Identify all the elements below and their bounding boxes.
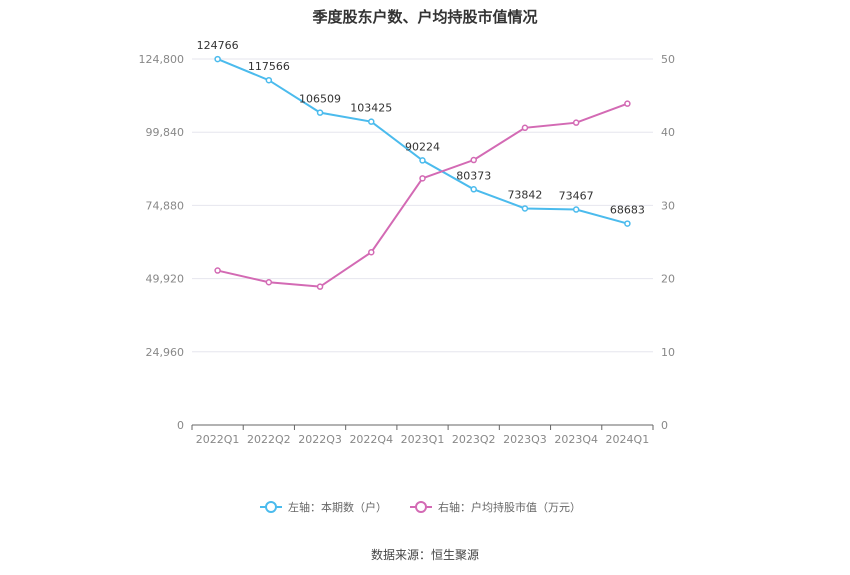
left-tick-label: 0 [177, 419, 184, 432]
data-label: 80373 [456, 169, 491, 182]
data-label: 90224 [405, 140, 440, 153]
legend-label: 右轴：户均持股市值（万元） [438, 500, 581, 514]
legend-swatch-marker [265, 501, 277, 513]
data-point [624, 100, 631, 107]
legend-label: 左轴：本期数（户） [288, 500, 387, 514]
x-tick-label: 2023Q3 [503, 433, 547, 446]
data-label: 103425 [350, 102, 392, 115]
x-tick-label: 2022Q1 [196, 433, 240, 446]
data-point [214, 55, 221, 63]
data-point [624, 220, 631, 227]
data-point [572, 206, 580, 213]
x-tick-label: 2022Q4 [349, 433, 393, 446]
data-point [214, 267, 221, 274]
data-point [470, 186, 477, 193]
chart-title: 季度股东户数、户均持股市值情况 [312, 8, 538, 26]
left-tick-label: 99,840 [146, 126, 185, 139]
x-tick-label: 2022Q3 [298, 433, 342, 446]
left-tick-label: 24,960 [146, 346, 185, 359]
right-tick-label: 0 [661, 419, 668, 432]
data-point [419, 175, 426, 182]
chart-svg: 0 24,960 49,920 74,880 99,840 124,800 0 10 20 30 4… [139, 39, 676, 514]
right-tick-label: 30 [661, 199, 675, 212]
x-tick-label: 2023Q4 [554, 433, 598, 446]
x-tick-label: 2023Q1 [401, 433, 445, 446]
data-point [521, 124, 529, 132]
left-tick-label: 74,880 [146, 199, 185, 212]
data-point [521, 205, 529, 212]
legend-swatch-marker [415, 501, 427, 513]
data-source: 数据来源：恒生聚源 [370, 548, 479, 562]
data-point [316, 283, 324, 290]
data-point [572, 119, 580, 126]
right-tick-label: 50 [661, 53, 675, 66]
data-point [316, 109, 324, 116]
left-tick-label: 49,920 [146, 273, 185, 286]
x-tick-label: 2024Q1 [606, 433, 650, 446]
right-tick-label: 40 [661, 126, 675, 139]
data-point [265, 279, 273, 286]
data-label: 106509 [299, 93, 341, 106]
data-point [419, 157, 426, 164]
data-label: 73842 [507, 188, 542, 201]
x-tick-label: 2023Q2 [452, 433, 496, 446]
data-point [368, 118, 375, 125]
data-label: 68683 [610, 204, 645, 217]
data-label: 117566 [248, 60, 290, 73]
data-point [470, 156, 477, 164]
left-tick-label: 124,800 [139, 53, 185, 66]
right-tick-label: 20 [661, 273, 675, 286]
data-point [368, 248, 375, 256]
data-point [265, 76, 273, 84]
x-tick-label: 2022Q2 [247, 433, 291, 446]
right-tick-label: 10 [661, 346, 675, 359]
data-label: 124766 [197, 39, 239, 52]
data-label: 73467 [559, 190, 594, 203]
